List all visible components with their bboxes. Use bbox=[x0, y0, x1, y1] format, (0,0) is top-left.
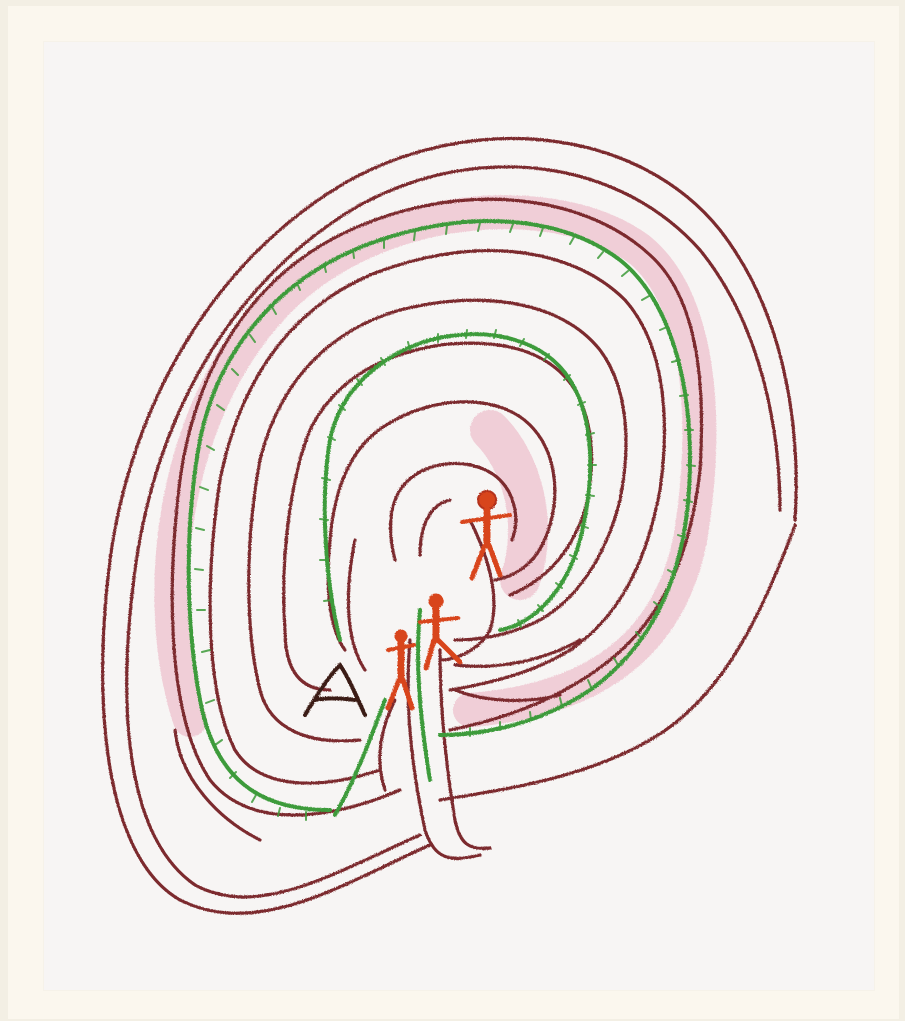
figures bbox=[385, 490, 512, 711]
figure-right bbox=[418, 593, 463, 671]
green-ticks bbox=[194, 222, 696, 821]
dark-mark bbox=[303, 661, 367, 717]
maze-lines bbox=[101, 137, 798, 915]
figure-center bbox=[460, 490, 512, 581]
pink-shading bbox=[154, 195, 717, 737]
green-thread bbox=[186, 219, 693, 817]
figure-left bbox=[385, 629, 416, 711]
